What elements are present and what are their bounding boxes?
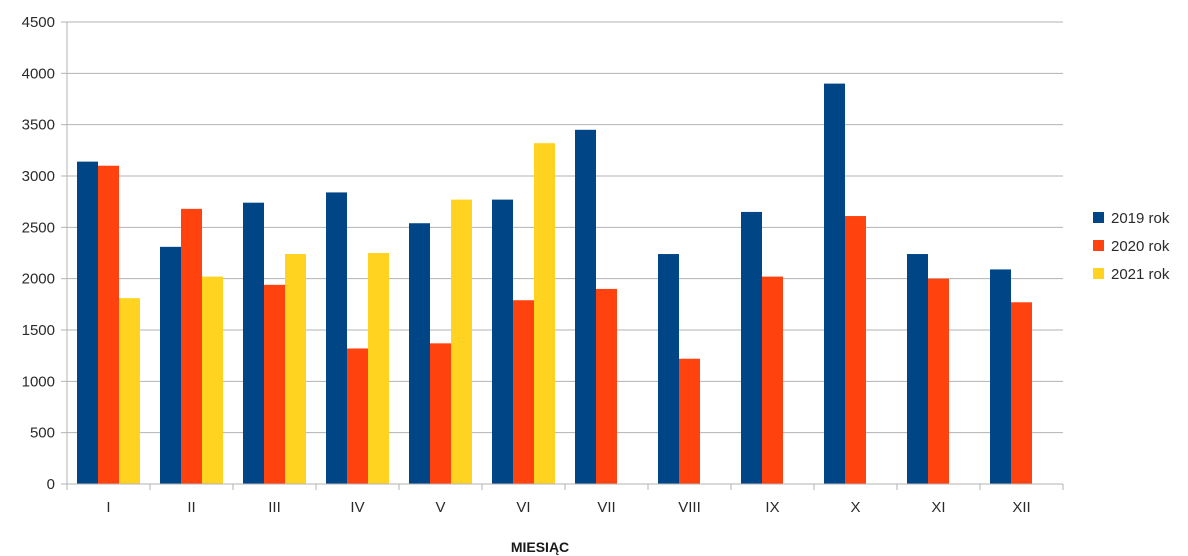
x-tick-label: IX [765, 499, 779, 516]
x-tick-label: IV [350, 499, 364, 516]
bar-2019-rok-VIII [658, 254, 679, 484]
y-tick-label: 3500 [22, 117, 55, 134]
x-tick-label: VI [516, 499, 530, 516]
y-tick-label: 0 [47, 476, 55, 493]
bar-2020-rok-VI [513, 300, 534, 484]
bar-2019-rok-I [77, 161, 98, 485]
bar-2020-rok-VII [596, 288, 617, 484]
x-tick-label: I [106, 499, 110, 516]
bar-2019-rok-XI [907, 254, 928, 484]
bar-2019-rok-IV [326, 192, 347, 484]
y-tick-label: 2000 [22, 271, 55, 288]
y-tick-label: 3000 [22, 168, 55, 185]
bar-2020-rok-II [181, 208, 202, 484]
x-axis-title: MIESIĄC [511, 539, 569, 555]
x-tick-label: VII [597, 499, 615, 516]
bar-2021-rok-IV [368, 253, 389, 484]
bar-2021-rok-II [202, 276, 223, 484]
bar-2020-rok-V [430, 343, 451, 484]
axes [61, 21, 1064, 490]
bar-2020-rok-XI [928, 278, 949, 484]
bar-2019-rok-III [243, 202, 264, 484]
x-tick-label: XI [931, 499, 945, 516]
legend: 2019 rok 2020 rok 2021 rok [1093, 210, 1170, 283]
legend-label: 2021 rok [1111, 266, 1170, 283]
y-tick-label: 1000 [22, 373, 55, 390]
legend-label: 2019 rok [1111, 210, 1170, 227]
gridlines [67, 21, 1063, 434]
bar-2021-rok-VI [534, 143, 555, 484]
bar-2020-rok-I [98, 165, 119, 484]
bar-2020-rok-IV [347, 348, 368, 484]
x-tick-label: III [268, 499, 281, 516]
bar-2019-rok-V [409, 223, 430, 484]
x-tick-label: V [435, 499, 445, 516]
bar-2019-rok-II [160, 246, 181, 484]
y-tick-label: 4500 [22, 14, 55, 31]
bar-2021-rok-V [451, 199, 472, 484]
y-tick-label: 2500 [22, 219, 55, 236]
y-tick-label: 500 [30, 425, 55, 442]
legend-swatch [1093, 240, 1104, 251]
legend-swatch [1093, 268, 1104, 279]
bar-2020-rok-X [845, 216, 866, 485]
legend-swatch [1093, 212, 1104, 223]
x-tick-label: II [187, 499, 195, 516]
bar-2021-rok-III [285, 254, 306, 484]
bar-2019-rok-VII [575, 129, 596, 485]
x-tick-label: XII [1012, 499, 1030, 516]
legend-label: 2020 rok [1111, 238, 1170, 255]
bar-2019-rok-VI [492, 199, 513, 484]
bar-2019-rok-XII [990, 269, 1011, 484]
bar-2020-rok-III [264, 284, 285, 484]
bar-2020-rok-IX [762, 276, 783, 484]
y-tick-label: 4000 [22, 65, 55, 82]
bar-2021-rok-I [119, 298, 140, 484]
y-tick-labels: 0 500 1000 1500 2000 2500 3000 3500 4000 4500 [22, 14, 55, 493]
x-tick-label: X [850, 499, 860, 516]
bar-2019-rok-IX [741, 211, 762, 484]
x-tick-label: VIII [678, 499, 701, 516]
bars [77, 83, 1032, 485]
y-tick-label: 1500 [22, 322, 55, 339]
bar-2020-rok-VIII [679, 358, 700, 484]
bar-2019-rok-X [824, 83, 845, 484]
bar-2020-rok-XII [1011, 302, 1032, 484]
x-tick-labels: I II III IV V VI VII VIII IX X XI XII [106, 499, 1030, 516]
